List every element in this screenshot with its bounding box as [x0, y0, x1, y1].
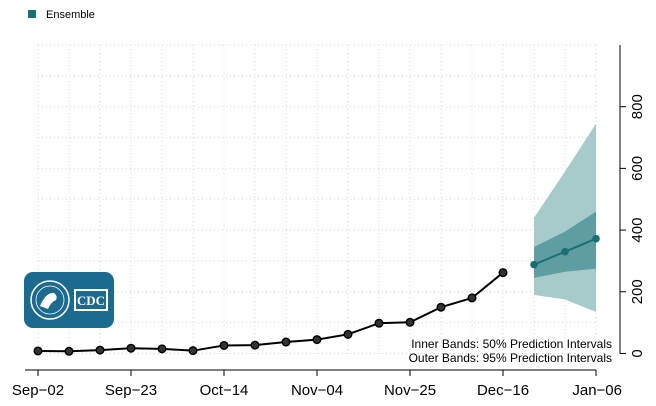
observed-point	[64, 346, 74, 356]
x-tick-label: Nov−04	[291, 382, 343, 399]
observed-point	[343, 329, 353, 339]
x-tick-label: Jan−06	[572, 382, 622, 399]
y-tick-label: 200	[629, 279, 646, 304]
x-tick-label: Sep−23	[105, 382, 157, 399]
cdc-wordmark-text: CDC	[77, 293, 105, 308]
y-tick-label: 400	[629, 218, 646, 243]
x-tick-label: Oct−14	[200, 382, 249, 399]
y-tick-label: 600	[629, 156, 646, 181]
hhs-seal-icon	[30, 280, 70, 320]
legend-swatch-ensemble	[28, 10, 36, 18]
legend-label-ensemble: Ensemble	[46, 9, 95, 21]
observed-point	[312, 335, 322, 345]
observed-point	[188, 346, 198, 356]
forecast-point	[592, 234, 600, 243]
band-50-percent	[534, 211, 596, 278]
observed-point	[281, 337, 291, 347]
prediction-bands	[534, 123, 596, 312]
observed-point	[467, 293, 477, 303]
observed-point	[405, 317, 415, 327]
cdc-logo: CDC	[24, 272, 114, 328]
observed-point	[33, 346, 43, 356]
cdc-wordmark-inner	[76, 291, 106, 309]
observed-point	[95, 345, 105, 355]
series-points	[33, 234, 600, 356]
observed-point	[250, 340, 260, 350]
observed-point	[374, 318, 384, 328]
x-tick-label: Dec−16	[477, 382, 529, 399]
x-tick-label: Sep−02	[12, 382, 64, 399]
hhs-seal-inner-ring	[35, 285, 65, 315]
observed-point	[498, 268, 508, 278]
interval-note: Inner Bands: 50% Prediction Intervals Ou…	[409, 337, 612, 365]
y-tick-label: 800	[629, 94, 646, 119]
observed-point	[436, 302, 446, 312]
legend: Ensemble	[28, 9, 95, 21]
x-axis: Sep−02 Sep−23 Oct−14 Nov−04 Nov−25 Dec−16 Jan−…	[12, 369, 622, 399]
y-tick-label: 0	[629, 349, 646, 357]
hhs-eagle-icon	[40, 292, 57, 309]
x-tick-label: Nov−25	[384, 382, 436, 399]
observed-point	[219, 340, 229, 350]
y-axis: 0 200 400 600 800	[619, 45, 646, 358]
observed-point	[157, 344, 167, 354]
series-lines	[37, 237, 597, 353]
observed-point	[126, 343, 136, 353]
note-inner-bands: Inner Bands: 50% Prediction Intervals	[411, 337, 612, 351]
chart-grid	[37, 44, 597, 355]
forecast-point	[530, 260, 538, 269]
forecast-point	[561, 247, 569, 256]
note-outer-bands: Outer Bands: 95% Prediction Intervals	[409, 351, 612, 365]
observed-line	[37, 271, 504, 353]
